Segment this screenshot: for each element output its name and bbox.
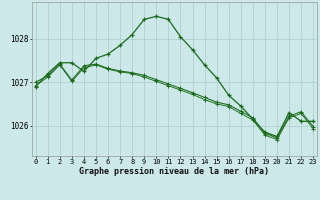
- X-axis label: Graphe pression niveau de la mer (hPa): Graphe pression niveau de la mer (hPa): [79, 167, 269, 176]
